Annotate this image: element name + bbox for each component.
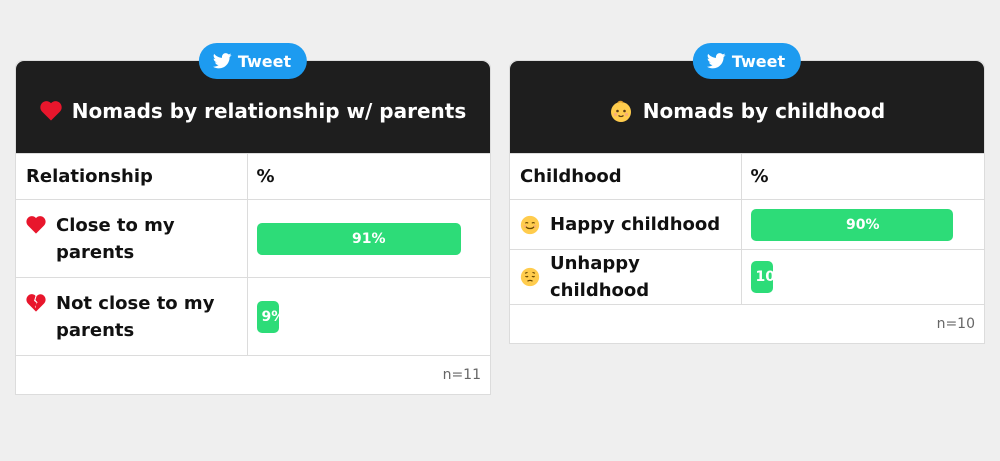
poll-card-childhood: Tweet Nomads by childhood Childhood %: [509, 43, 985, 344]
table-header-row: Relationship %: [16, 153, 490, 200]
percentage-bar: 9%: [256, 300, 482, 333]
bar-fill: [256, 222, 461, 255]
smiling-face-icon: [520, 211, 540, 238]
card-title: Nomads by relationship w/ parents: [71, 99, 467, 123]
poll-table: Relationship % Close to my parents 91%: [16, 153, 490, 394]
bar-value: 10%: [755, 269, 790, 285]
column-header-percent: %: [247, 153, 490, 200]
red-heart-icon: [26, 212, 46, 239]
bar-value: 90%: [845, 216, 880, 233]
table-header-row: Childhood %: [510, 153, 984, 200]
column-header-label: Childhood: [510, 153, 742, 200]
card-title: Nomads by childhood: [642, 99, 886, 123]
poll-table: Childhood % Happy childhood: [510, 153, 984, 343]
twitter-bird-icon: [706, 53, 726, 69]
row-label: Unhappy childhood: [550, 253, 650, 301]
pensive-face-icon: [520, 264, 540, 291]
percentage-bar: 90%: [750, 208, 976, 241]
poll-card-relationship: Tweet Nomads by relationship w/ parents …: [15, 43, 491, 395]
bar-fill: [256, 300, 279, 333]
broken-heart-icon: [26, 290, 46, 317]
row-label: Not close to my parents: [56, 292, 215, 341]
bar-fill: [750, 208, 953, 241]
twitter-bird-icon: [212, 53, 232, 69]
bar-value: 9%: [261, 308, 286, 325]
table-row: Close to my parents 91%: [16, 199, 490, 278]
table-row: Unhappy childhood 10%: [510, 249, 984, 305]
bar-value: 91%: [351, 230, 386, 247]
sample-size: n=11: [16, 355, 490, 394]
sample-size-row: n=11: [16, 355, 490, 394]
sample-size: n=10: [510, 304, 984, 343]
column-header-label: Relationship: [16, 153, 248, 200]
column-header-percent: %: [741, 153, 984, 200]
baby-face-icon: [609, 99, 633, 123]
tweet-label: Tweet: [731, 51, 786, 71]
row-label: Close to my parents: [56, 214, 175, 263]
tweet-button[interactable]: Tweet: [692, 43, 802, 79]
bar-fill: [750, 261, 773, 293]
sample-size-row: n=10: [510, 304, 984, 343]
row-label: Happy childhood: [550, 214, 721, 235]
table-row: Not close to my parents 9%: [16, 277, 490, 356]
tweet-button[interactable]: Tweet: [198, 43, 308, 79]
tweet-label: Tweet: [237, 51, 292, 71]
red-heart-icon: [40, 101, 62, 121]
percentage-bar: 91%: [256, 222, 482, 255]
table-row: Happy childhood 90%: [510, 199, 984, 250]
percentage-bar: 10%: [750, 261, 976, 293]
